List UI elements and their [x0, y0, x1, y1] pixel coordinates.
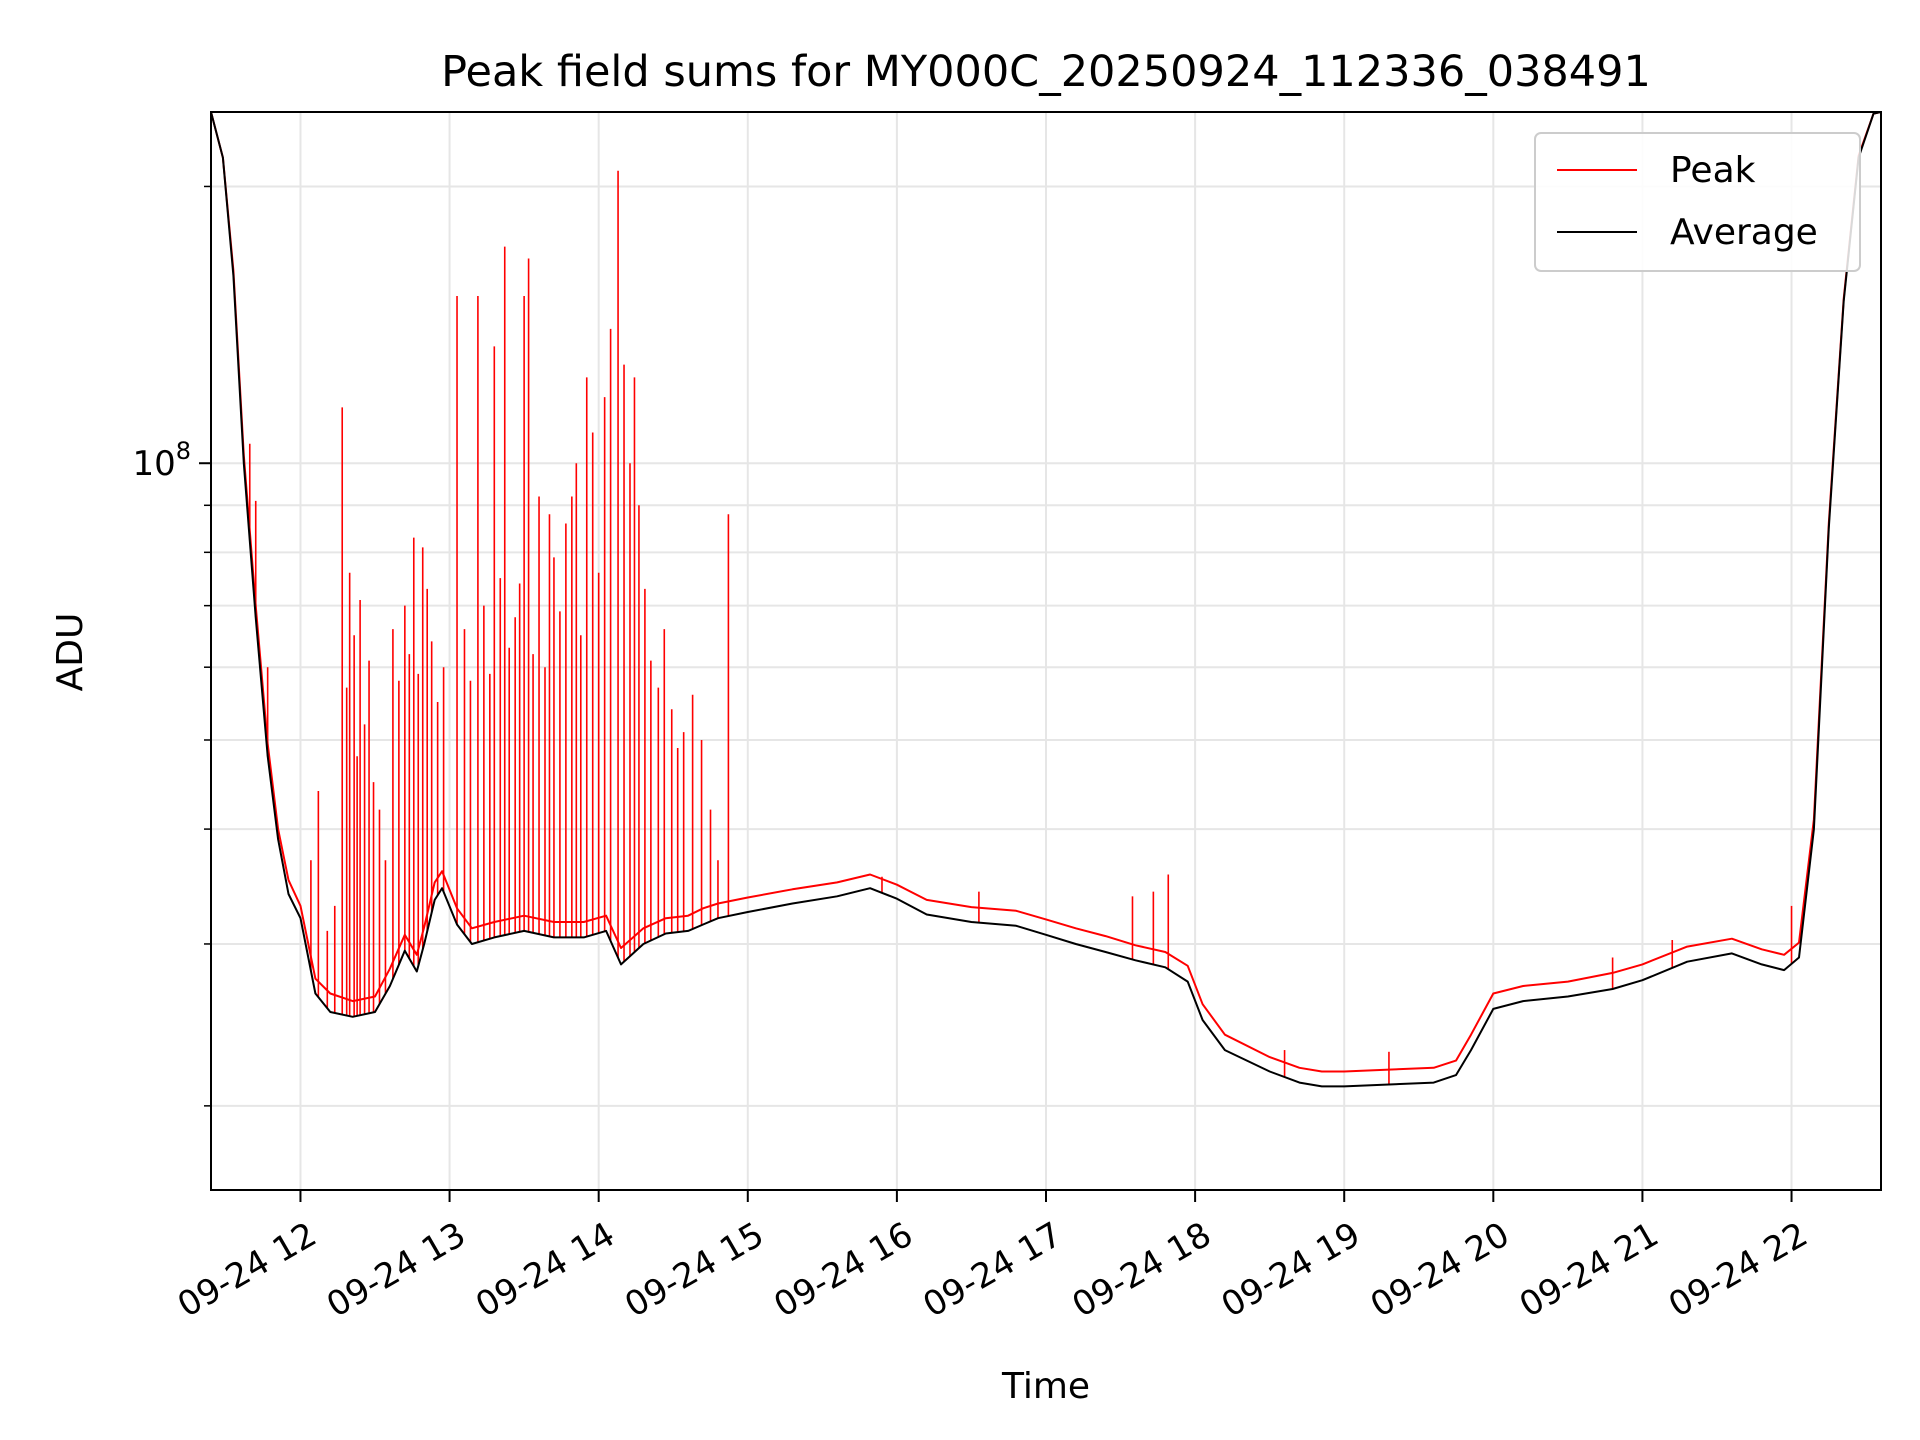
peak-spikes: [248, 170, 1793, 1085]
average-series-line: [211, 112, 1881, 1088]
x-axis-label: Time: [1001, 1366, 1090, 1407]
legend-peak-label: Peak: [1670, 150, 1756, 191]
chart-title: Peak field sums for MY000C_20250924_1123…: [441, 47, 1651, 97]
legend: Peak Average: [1534, 132, 1861, 272]
legend-average-label: Average: [1670, 212, 1818, 253]
y-axis: 108: [132, 185, 211, 1107]
series-lines: [211, 112, 1881, 1088]
y-axis-label: ADU: [50, 613, 91, 692]
legend-box: [1534, 132, 1861, 272]
y-tick-label: 108: [132, 437, 191, 484]
peak-series-line: [211, 112, 1881, 1073]
